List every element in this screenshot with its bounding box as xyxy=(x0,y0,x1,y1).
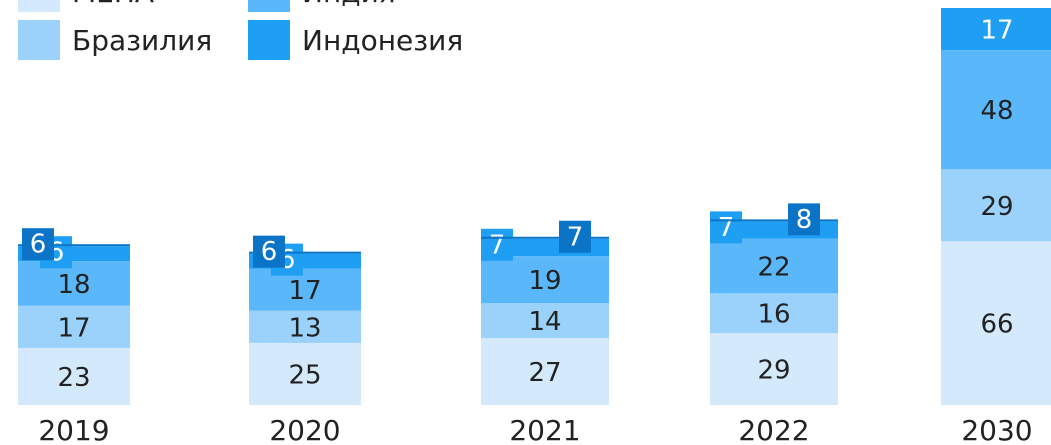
legend-label: МЕНА xyxy=(72,0,154,9)
value-label: 7 xyxy=(718,213,735,243)
bar-segment xyxy=(18,347,130,405)
marker-box xyxy=(788,203,820,236)
value-label: 27 xyxy=(528,358,561,388)
value-label: 17 xyxy=(57,313,90,343)
bar-segment xyxy=(249,310,361,343)
value-label: 16 xyxy=(757,300,790,330)
marker-label: 8 xyxy=(796,205,813,235)
value-label: 19 xyxy=(528,266,561,296)
bar-segment xyxy=(18,305,130,348)
bar-segment xyxy=(481,338,609,405)
legend-swatch xyxy=(248,0,290,12)
marker-box xyxy=(253,235,285,268)
legend-swatch xyxy=(248,20,290,60)
label-box xyxy=(710,211,742,244)
marker-box xyxy=(22,228,54,261)
value-label: 17 xyxy=(288,276,321,306)
bar-segment xyxy=(710,238,838,294)
marker-line xyxy=(18,244,130,247)
marker-label: 7 xyxy=(567,222,584,252)
bar-segment xyxy=(941,50,1051,170)
value-label: 29 xyxy=(757,356,790,386)
bar-segment xyxy=(249,342,361,405)
value-label: 23 xyxy=(57,363,90,393)
marker-box xyxy=(559,220,591,253)
value-label: 13 xyxy=(288,313,321,343)
bar-segment xyxy=(710,333,838,405)
value-label: 22 xyxy=(757,253,790,283)
bar-segment xyxy=(481,256,609,304)
value-label: 66 xyxy=(980,310,1013,340)
label-box xyxy=(481,228,513,261)
legend-swatch xyxy=(18,20,60,60)
value-label: 17 xyxy=(980,16,1013,46)
legend-swatch xyxy=(18,0,60,12)
value-label: 48 xyxy=(980,96,1013,126)
value-label: 14 xyxy=(528,307,561,337)
legend-label: Индонезия xyxy=(302,24,463,57)
marker-label: 6 xyxy=(261,237,278,267)
x-tick-label: 2019 xyxy=(38,414,109,445)
bar-segment xyxy=(941,8,1051,51)
bar-segment xyxy=(941,241,1051,405)
marker-line xyxy=(710,219,838,222)
value-label: 25 xyxy=(288,360,321,390)
legend-label: Индия xyxy=(302,0,396,9)
x-tick-label: 2030 xyxy=(961,414,1032,445)
x-tick-label: 2021 xyxy=(509,414,580,445)
x-tick-label: 2020 xyxy=(269,414,340,445)
marker-line xyxy=(249,251,361,254)
value-label: 29 xyxy=(980,192,1013,222)
value-label: 7 xyxy=(489,230,506,260)
bar-segment xyxy=(941,169,1051,242)
bar-segment xyxy=(710,293,838,334)
bar-segment xyxy=(481,303,609,339)
x-tick-label: 2022 xyxy=(738,414,809,445)
marker-label: 6 xyxy=(30,230,47,260)
legend-label: Бразилия xyxy=(72,24,212,57)
value-label: 18 xyxy=(57,270,90,300)
bar-segment xyxy=(249,268,361,311)
bar-segment xyxy=(18,261,130,306)
marker-line xyxy=(481,236,609,239)
